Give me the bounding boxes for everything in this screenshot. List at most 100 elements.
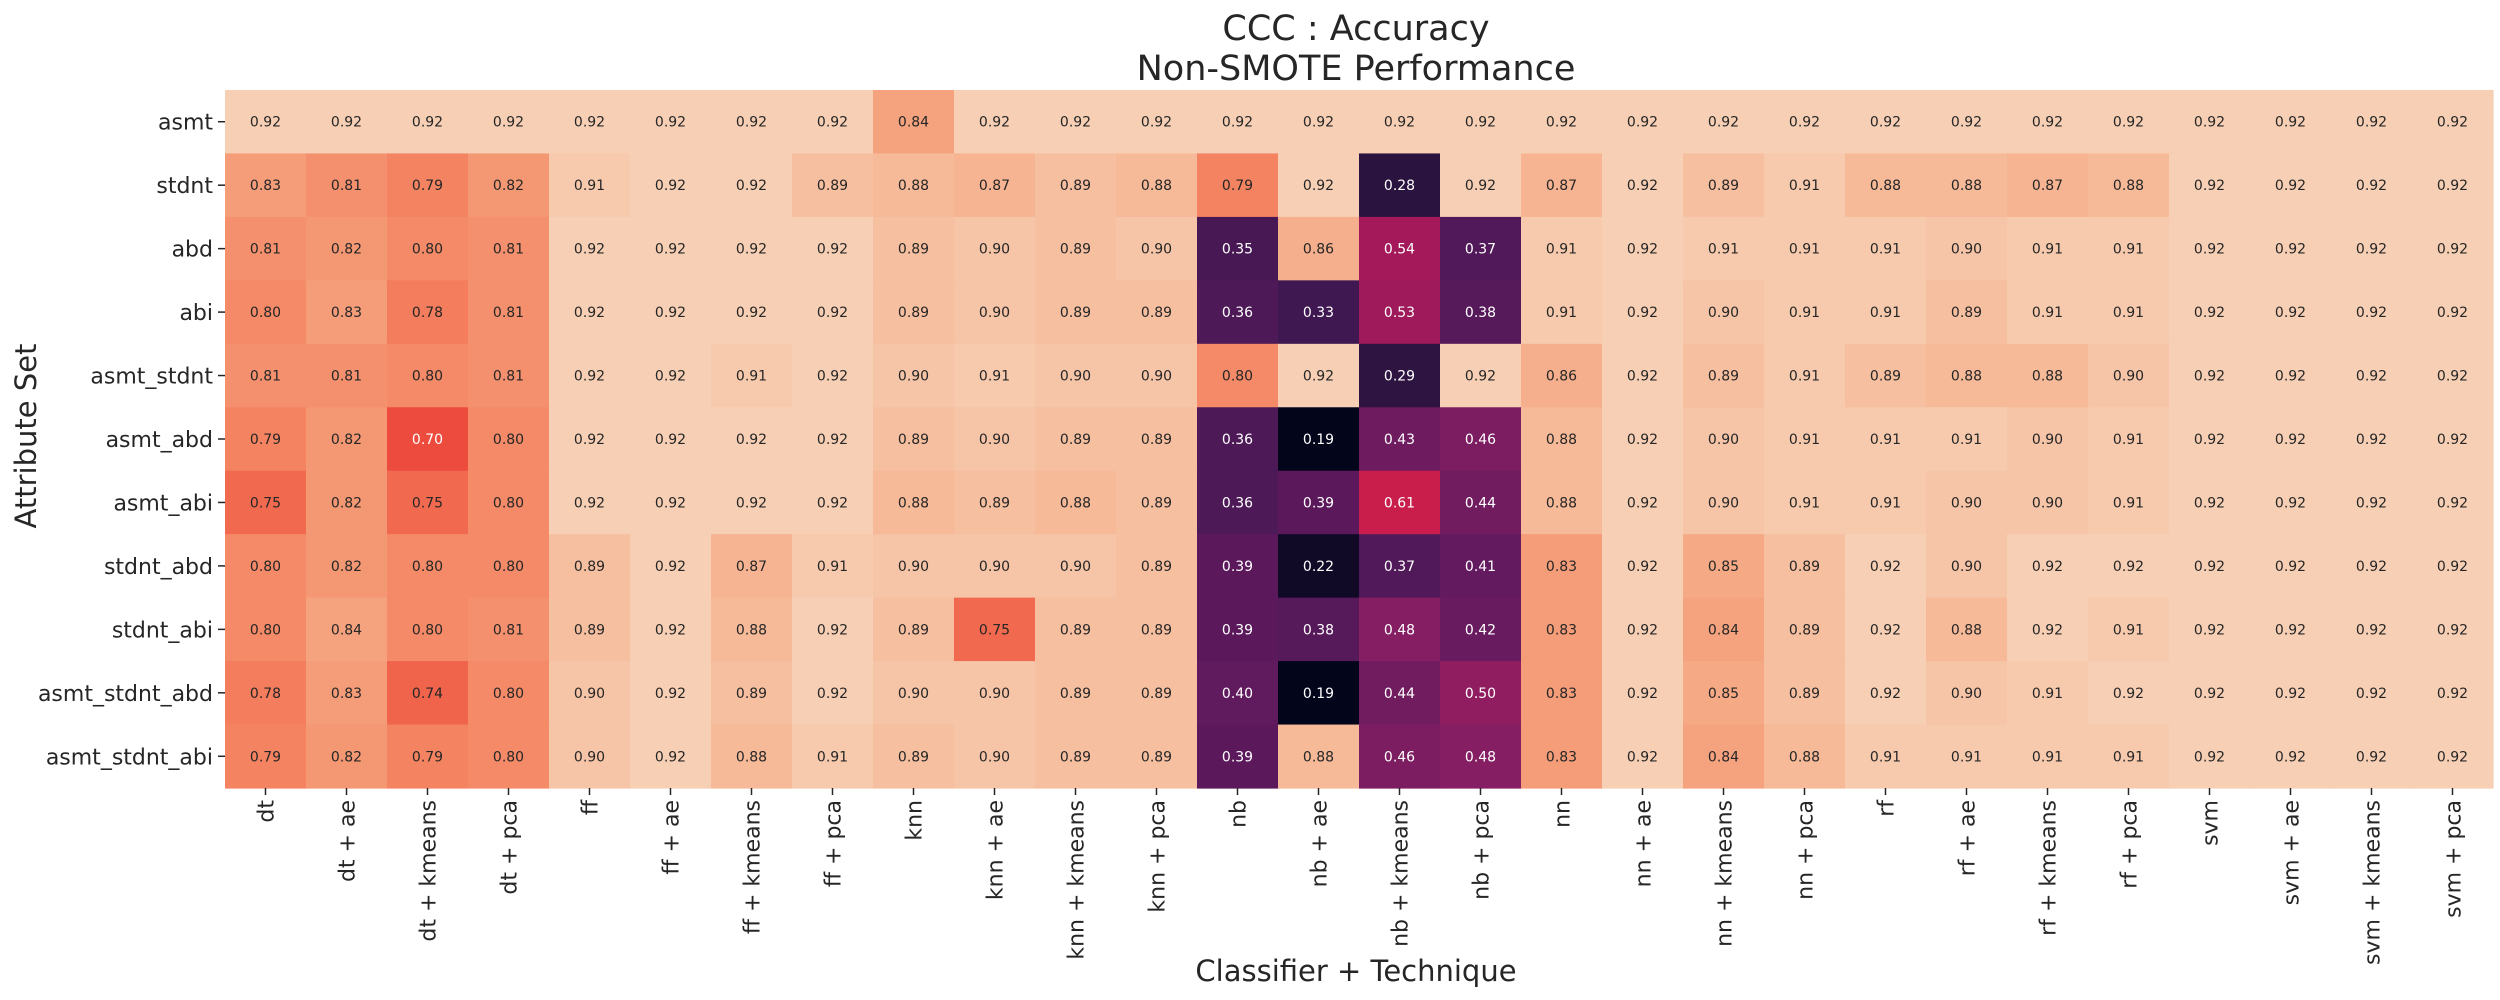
heatmap-cell: [2250, 534, 2332, 599]
heatmap-cell: [1197, 724, 1279, 789]
cell-value-label: 0.42: [1465, 622, 1496, 638]
cell-value-label: 0.92: [2275, 559, 2306, 575]
heatmap-cell: [630, 216, 712, 281]
cell-value-label: 0.80: [412, 369, 443, 385]
heatmap-cell: [873, 280, 955, 345]
heatmap-cell: [1764, 216, 1846, 281]
cell-value-label: 0.92: [817, 305, 848, 321]
heatmap-cell: [468, 724, 550, 789]
cell-value-label: 0.92: [2437, 242, 2468, 258]
heatmap-cell: [549, 470, 631, 535]
x-tick-label: nn + ae: [1632, 800, 1657, 887]
heatmap-cell: [1278, 343, 1360, 408]
heatmap-cell: [225, 534, 307, 599]
heatmap-cell: [1278, 407, 1360, 472]
heatmap-cell: [1845, 216, 1927, 281]
heatmap-cell: [1035, 90, 1117, 155]
cell-value-label: 0.81: [331, 178, 362, 194]
heatmap-cell: [2412, 343, 2494, 408]
heatmap-cell: [1440, 216, 1522, 281]
heatmap-cell: [630, 534, 712, 599]
cell-value-label: 0.83: [331, 305, 362, 321]
cell-value-label: 0.92: [1141, 115, 1172, 131]
heatmap-cell: [1116, 90, 1198, 155]
heatmap-cell: [2412, 280, 2494, 345]
cell-value-label: 0.92: [2275, 749, 2306, 765]
heatmap-cell: [954, 724, 1036, 789]
cell-value-label: 0.92: [817, 495, 848, 511]
heatmap-cell: [630, 470, 712, 535]
heatmap-cell: [387, 661, 469, 726]
cell-value-label: 0.80: [412, 622, 443, 638]
x-tick-label: dt + pca: [498, 800, 523, 895]
cell-value-label: 0.92: [2356, 495, 2387, 511]
heatmap-cell: [1926, 280, 2008, 345]
cell-value-label: 0.92: [1627, 749, 1658, 765]
heatmap-cell: [792, 597, 874, 662]
heatmap-cell: [1521, 661, 1603, 726]
cell-value-label: 0.92: [2194, 686, 2225, 702]
cell-value-label: 0.87: [736, 559, 767, 575]
heatmap-cell: [1116, 534, 1198, 599]
cell-value-label: 0.92: [736, 432, 767, 448]
cell-value-label: 0.89: [574, 559, 605, 575]
cell-value-label: 0.85: [1708, 559, 1739, 575]
cell-value-label: 0.92: [736, 305, 767, 321]
heatmap-cell: [954, 470, 1036, 535]
heatmap-cell: [225, 407, 307, 472]
cell-value-label: 0.92: [1465, 115, 1496, 131]
heatmap-cell: [1278, 90, 1360, 155]
heatmap-cell: [2331, 216, 2413, 281]
heatmap-cell: [1278, 216, 1360, 281]
cell-value-label: 0.91: [1708, 242, 1739, 258]
cell-value-label: 0.92: [1303, 369, 1334, 385]
heatmap-cell: [954, 661, 1036, 726]
heatmap-cell: [387, 534, 469, 599]
heatmap-cell: [2169, 90, 2251, 155]
heatmap-cell: [1926, 661, 2008, 726]
heatmap-cell: [2088, 597, 2170, 662]
heatmap-cell: [2331, 661, 2413, 726]
cell-value-label: 0.92: [1465, 369, 1496, 385]
heatmap-cell: [1845, 90, 1927, 155]
heatmap-cell: [306, 407, 388, 472]
y-tick-label: asmt_abi: [113, 491, 213, 516]
heatmap-cell: [1926, 343, 2008, 408]
heatmap-cell: [549, 216, 631, 281]
cell-value-label: 0.92: [2113, 115, 2144, 131]
cell-value-label: 0.89: [1951, 305, 1982, 321]
cell-value-label: 0.89: [898, 622, 929, 638]
heatmap-cell: [2088, 470, 2170, 535]
cell-value-label: 0.92: [2437, 686, 2468, 702]
cell-value-label: 0.92: [1303, 115, 1334, 131]
cell-value-label: 0.35: [1222, 242, 1253, 258]
cell-value-label: 0.88: [1789, 749, 1820, 765]
cell-value-label: 0.87: [1546, 178, 1577, 194]
cell-value-label: 0.54: [1384, 242, 1415, 258]
heatmap-cell: [2169, 407, 2251, 472]
x-tick-label: knn + kmeans: [1065, 800, 1090, 960]
heatmap-cell: [1602, 407, 1684, 472]
cell-value-label: 0.89: [1060, 242, 1091, 258]
heatmap-cell: [387, 470, 469, 535]
cell-value-label: 0.89: [1789, 622, 1820, 638]
cell-value-label: 0.92: [1627, 559, 1658, 575]
heatmap-cell: [711, 661, 793, 726]
cell-value-label: 0.92: [2032, 559, 2063, 575]
heatmap-cell: [954, 280, 1036, 345]
cell-value-label: 0.89: [1870, 369, 1901, 385]
cell-value-label: 0.89: [1789, 686, 1820, 702]
heatmap-cell: [387, 90, 469, 155]
cell-value-label: 0.91: [1951, 432, 1982, 448]
heatmap-cell: [2331, 597, 2413, 662]
cell-value-label: 0.92: [2113, 559, 2144, 575]
heatmap-cell: [2169, 661, 2251, 726]
cell-value-label: 0.92: [2275, 495, 2306, 511]
cell-value-label: 0.89: [898, 749, 929, 765]
cell-value-label: 0.92: [2194, 305, 2225, 321]
heatmap-cell: [711, 407, 793, 472]
heatmap-cell: [1197, 216, 1279, 281]
heatmap-cell: [1278, 724, 1360, 789]
cell-value-label: 0.92: [979, 115, 1010, 131]
cell-value-label: 0.91: [2113, 495, 2144, 511]
